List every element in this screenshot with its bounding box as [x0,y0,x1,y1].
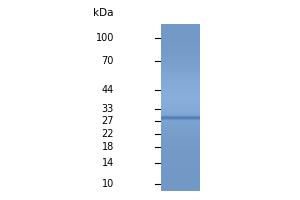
Text: kDa: kDa [94,8,114,18]
Text: 14: 14 [102,158,114,168]
Text: 10: 10 [102,179,114,189]
Text: 70: 70 [102,56,114,66]
Text: 33: 33 [102,104,114,114]
Text: 18: 18 [102,142,114,152]
Text: 100: 100 [96,33,114,43]
Text: 44: 44 [102,85,114,95]
Text: 22: 22 [101,129,114,139]
Text: 27: 27 [101,116,114,126]
